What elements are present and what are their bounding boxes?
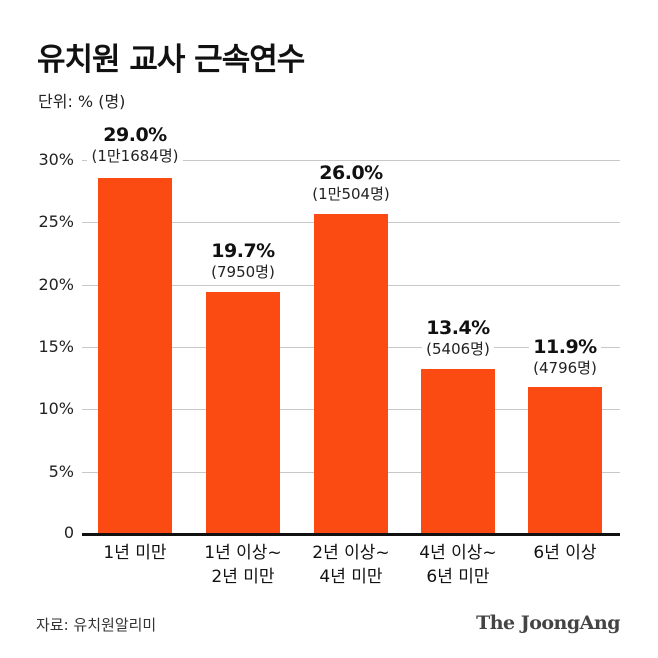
data-label-count: (4796명) xyxy=(529,358,601,378)
data-label: 11.9% (4796명) xyxy=(500,336,630,378)
x-label-line1: 1년 미만 xyxy=(103,543,167,563)
data-label: 29.0% (1만1684명) xyxy=(70,124,200,166)
bar-2-4yr xyxy=(314,214,388,534)
y-tick-15: 15% xyxy=(38,337,74,356)
data-label-pct: 26.0% xyxy=(315,162,387,184)
data-label-pct: 11.9% xyxy=(529,336,601,358)
y-tick-10: 10% xyxy=(38,399,74,418)
data-label-pct: 13.4% xyxy=(422,317,494,339)
bar-1-2yr xyxy=(206,292,280,534)
x-axis xyxy=(82,533,620,536)
x-label: 6년 이상 xyxy=(505,541,625,565)
x-label: 1년 이상~ 2년 미만 xyxy=(183,541,303,589)
x-label-line2: 4년 미만 xyxy=(319,567,383,587)
gridline-30 xyxy=(82,160,620,161)
x-label: 4년 이상~ 6년 미만 xyxy=(398,541,518,589)
brand-logo: The JoongAng xyxy=(476,612,620,634)
data-label-pct: 19.7% xyxy=(207,240,279,262)
y-tick-25: 25% xyxy=(38,212,74,231)
chart-title: 유치원 교사 근속연수 xyxy=(37,42,305,78)
data-label: 13.4% (5406명) xyxy=(393,317,523,359)
y-tick-0: 0 xyxy=(63,523,74,542)
y-tick-20: 20% xyxy=(38,275,74,294)
unit-label: 단위: % (명) xyxy=(38,92,126,111)
data-label-count: (1만504명) xyxy=(308,184,394,204)
y-tick-5: 5% xyxy=(48,462,74,481)
data-label: 26.0% (1만504명) xyxy=(286,162,416,204)
data-label-count: (7950명) xyxy=(207,262,279,282)
x-label-line1: 4년 이상~ xyxy=(419,543,497,563)
source-note: 자료: 유치원알리미 xyxy=(36,616,157,634)
data-label: 19.7% (7950명) xyxy=(178,240,308,282)
data-label-count: (5406명) xyxy=(422,339,494,359)
x-label: 2년 이상~ 4년 미만 xyxy=(291,541,411,589)
x-label-line1: 6년 이상 xyxy=(533,543,597,563)
bar-over-6yr xyxy=(528,387,602,534)
data-label-pct: 29.0% xyxy=(99,124,171,146)
x-label-line1: 2년 이상~ xyxy=(312,543,390,563)
bar-under-1yr xyxy=(98,178,172,534)
x-label-line2: 6년 미만 xyxy=(426,567,490,587)
y-tick-30: 30% xyxy=(38,150,74,169)
bar-4-6yr xyxy=(421,369,495,534)
x-label-line2: 2년 미만 xyxy=(211,567,275,587)
data-label-count: (1만1684명) xyxy=(87,146,183,166)
x-label-line1: 1년 이상~ xyxy=(204,543,282,563)
x-label: 1년 미만 xyxy=(75,541,195,565)
